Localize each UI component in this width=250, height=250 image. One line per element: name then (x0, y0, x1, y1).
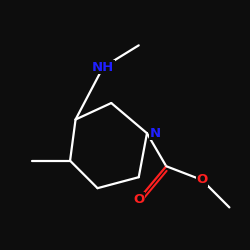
Text: NH: NH (92, 61, 114, 74)
Text: O: O (196, 174, 207, 186)
Text: O: O (133, 193, 144, 206)
Text: N: N (150, 127, 161, 140)
